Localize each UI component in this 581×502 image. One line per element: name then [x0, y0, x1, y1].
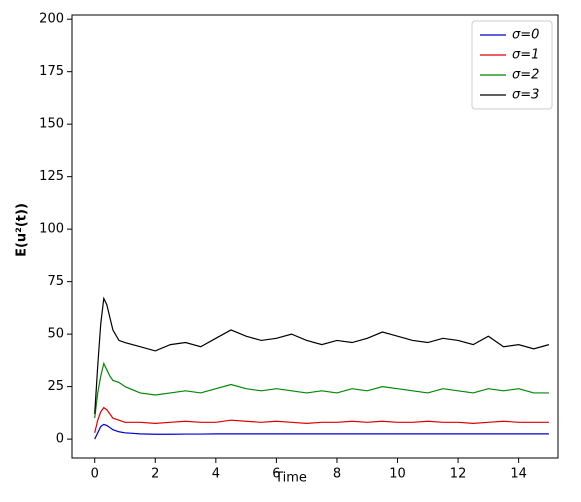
y-tick-label: 25 — [47, 379, 64, 394]
series-line — [94, 423, 549, 440]
series-line — [94, 361, 549, 419]
y-tick-label: 75 — [47, 274, 64, 289]
x-tick-label: 4 — [212, 467, 220, 482]
y-tick-label: 150 — [39, 117, 64, 132]
legend-label: σ=1 — [512, 48, 539, 63]
y-tick-label: 50 — [47, 327, 64, 342]
x-tick-label: 12 — [450, 467, 467, 482]
y-tick-label: 0 — [56, 432, 64, 447]
plot-frame — [71, 14, 559, 459]
y-tick-label: 175 — [39, 64, 64, 79]
x-tick-label: 6 — [272, 467, 280, 482]
x-tick-label: 8 — [333, 467, 341, 482]
x-tick-label: 14 — [510, 467, 527, 482]
x-tick-label: 10 — [389, 467, 406, 482]
legend-label: σ=0 — [512, 28, 539, 43]
x-axis-label: Time — [274, 471, 307, 486]
y-axis-label: E(u²(t)) — [15, 203, 30, 257]
legend-label: σ=3 — [512, 88, 539, 103]
legend-box — [471, 20, 553, 110]
y-tick-label: 100 — [39, 222, 64, 237]
series-line — [94, 406, 549, 433]
legend-label: σ=2 — [512, 68, 539, 83]
x-tick-label: 2 — [151, 467, 159, 482]
series-line — [94, 296, 550, 414]
y-tick-label: 125 — [39, 169, 64, 184]
y-tick-label: 200 — [39, 12, 64, 27]
x-tick-label: 0 — [91, 467, 99, 482]
